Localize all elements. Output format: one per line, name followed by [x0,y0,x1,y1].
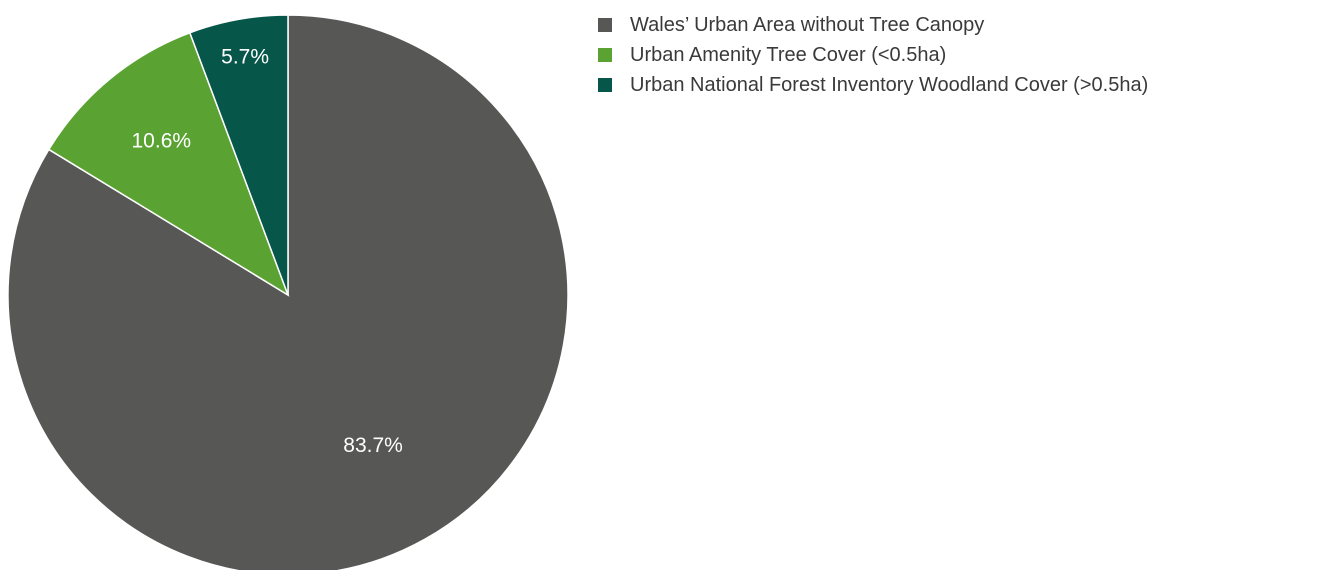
pie-slice-nfi-woodland-cover [188,14,289,296]
legend-swatch [598,18,612,32]
chart-legend: Wales’ Urban Area without Tree Canopy Ur… [598,10,1148,100]
slice-label-no-canopy: 83.7% [343,434,403,457]
pie-slice-amenity-tree-cover [47,31,290,297]
legend-item-no-canopy: Wales’ Urban Area without Tree Canopy [598,10,1148,40]
legend-swatch [598,48,612,62]
legend-label: Urban Amenity Tree Cover (<0.5ha) [630,43,947,66]
pie-slice-no-canopy [7,14,569,570]
legend-swatch [598,78,612,92]
legend-item-amenity-tree-cover: Urban Amenity Tree Cover (<0.5ha) [598,40,1148,70]
legend-label: Wales’ Urban Area without Tree Canopy [630,13,985,36]
pie-labels: 83.7% 10.6% 5.7% [132,46,403,457]
pie-chart: 83.7% 10.6% 5.7% [7,14,569,570]
legend-item-nfi-woodland-cover: Urban National Forest Inventory Woodland… [598,70,1148,100]
legend-label: Urban National Forest Inventory Woodland… [630,73,1149,96]
slice-label-nfi-woodland-cover: 5.7% [221,46,269,69]
pie-slices [7,14,569,570]
slice-label-amenity-tree-cover: 10.6% [132,129,192,152]
